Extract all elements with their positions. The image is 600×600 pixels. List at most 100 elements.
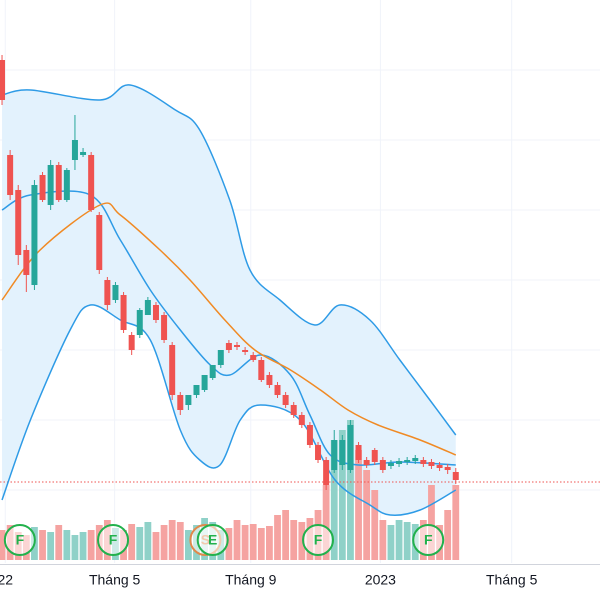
volume-bar — [387, 525, 395, 560]
indicator-line — [1, 304, 457, 516]
candle-body — [331, 440, 338, 470]
volume-bar — [225, 528, 233, 560]
volume-bar — [87, 530, 95, 560]
candle-body — [387, 463, 394, 466]
candle-body — [128, 335, 135, 350]
volume-bar — [0, 530, 6, 560]
volume-bar — [290, 520, 298, 560]
volume-bar — [444, 510, 452, 560]
volume-bar — [128, 524, 136, 560]
candle-body — [379, 460, 386, 470]
volume-bar — [47, 532, 55, 560]
candle-body — [71, 140, 78, 160]
event-marker — [196, 524, 229, 556]
candle-body — [88, 155, 95, 210]
candle-body — [217, 350, 224, 365]
volume-bar — [355, 450, 362, 560]
x-tick-label: 2023 — [365, 572, 396, 588]
volume-bar — [403, 522, 411, 560]
volume-bar — [452, 485, 460, 560]
volume-bar — [184, 530, 192, 560]
candle-body — [39, 175, 46, 200]
volume-bar — [338, 430, 346, 560]
volume-bar — [347, 420, 354, 560]
volume-bar — [176, 522, 184, 560]
candle-body — [452, 472, 459, 480]
candle-body — [412, 458, 419, 461]
volume-bar — [144, 522, 152, 560]
volume-bar — [55, 525, 63, 560]
candle-body — [63, 170, 70, 200]
event-label: E — [208, 532, 217, 548]
candle-body — [347, 425, 354, 470]
volume-bar — [39, 530, 46, 560]
volume-bar — [71, 535, 79, 560]
candle-body — [104, 280, 111, 305]
candle-body — [371, 450, 378, 462]
x-tick-label: 22 — [0, 572, 13, 588]
event-marker — [412, 524, 445, 556]
event-label: F — [424, 532, 433, 548]
candle-body — [55, 165, 62, 200]
event-label: F — [314, 532, 323, 548]
event-label: F — [16, 532, 25, 548]
candle-body — [193, 385, 200, 395]
candle-body — [112, 285, 119, 300]
event-marker — [3, 524, 36, 556]
x-tick-label: Tháng 9 — [225, 572, 277, 588]
candle-body — [266, 375, 273, 385]
event-label: F — [109, 532, 118, 548]
candle-body — [444, 467, 451, 470]
candle-body — [298, 415, 305, 425]
volume-bar — [330, 440, 338, 560]
candle-body — [355, 445, 362, 460]
candle-body — [144, 300, 151, 315]
indicator-line — [1, 202, 457, 456]
volume-bar — [160, 525, 168, 560]
candle-body — [404, 460, 411, 462]
candle-body — [177, 395, 184, 410]
volume-bar — [266, 526, 273, 560]
x-tick-label: Tháng 5 — [486, 572, 538, 588]
candle-body — [161, 315, 168, 340]
candle-body — [258, 360, 265, 380]
candle-body — [225, 343, 232, 350]
volume-bar — [282, 510, 290, 560]
candle-body — [7, 155, 14, 195]
candle-body — [282, 395, 289, 405]
band-fill — [2, 84, 456, 516]
candle-body — [339, 440, 346, 465]
volume-bar — [168, 520, 176, 560]
candle-body — [23, 250, 30, 275]
candle-body — [250, 355, 257, 360]
candle-body — [396, 461, 403, 464]
volume-bar — [274, 515, 281, 560]
candle-body — [315, 445, 322, 460]
event-marker — [302, 524, 335, 556]
candle-body — [96, 215, 103, 270]
volume-bar — [249, 524, 257, 560]
candle-body — [306, 425, 313, 445]
x-tick-label: Tháng 5 — [89, 572, 141, 588]
event-marker — [97, 524, 130, 556]
candle-body — [80, 152, 87, 155]
volume-bar — [379, 520, 387, 560]
indicator-line — [1, 84, 457, 436]
candle-body — [209, 365, 216, 378]
candle-body — [120, 295, 127, 330]
volume-bar — [63, 530, 71, 560]
candle-body — [136, 310, 143, 335]
candle-body — [31, 185, 38, 285]
volume-bar — [152, 532, 160, 560]
candle-body — [152, 305, 159, 320]
volume-bar — [79, 532, 87, 560]
candle-body — [436, 465, 443, 468]
volume-bar — [363, 470, 371, 560]
candle-body — [420, 460, 427, 464]
candle-body — [0, 60, 6, 100]
candle-body — [169, 345, 176, 395]
volume-bar — [136, 527, 144, 560]
volume-bar — [395, 520, 403, 560]
